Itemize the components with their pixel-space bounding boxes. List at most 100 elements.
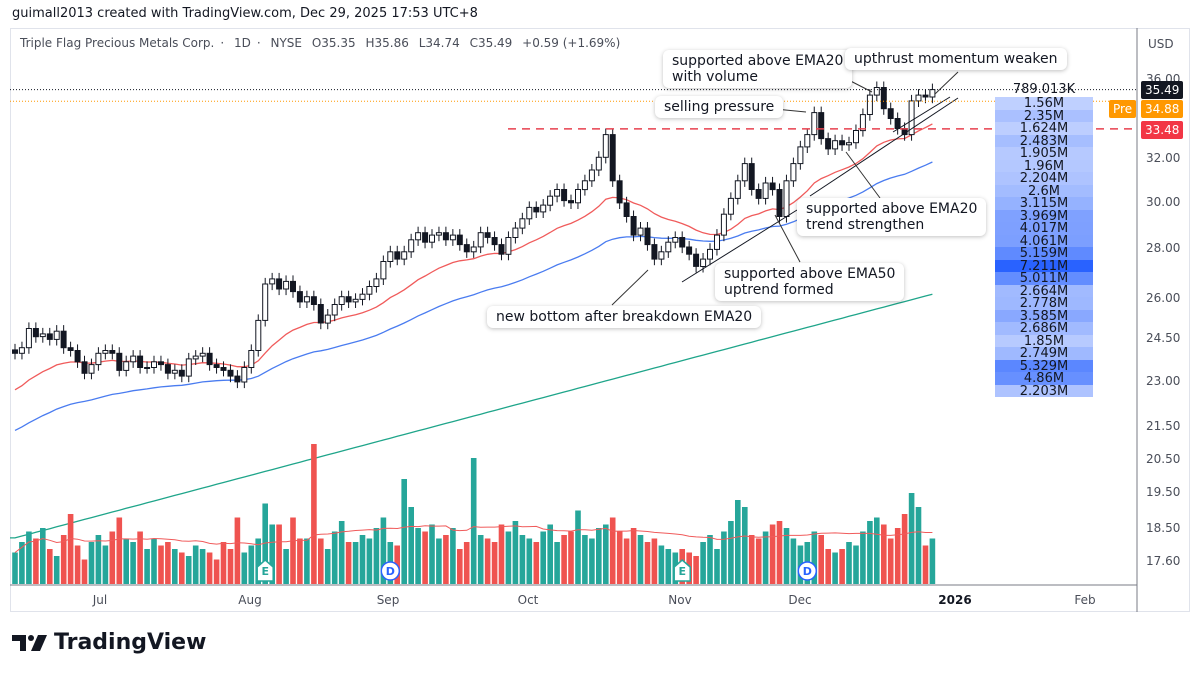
candle[interactable] [67, 341, 74, 357]
candle[interactable] [846, 136, 852, 151]
annotation-trend-strengthen[interactable]: supported above EMA20 trend strengthen [797, 198, 987, 236]
candle[interactable] [192, 350, 199, 365]
candle[interactable] [116, 347, 123, 377]
candle[interactable] [568, 194, 574, 209]
candle[interactable] [324, 309, 331, 330]
annotation-upthrust[interactable]: upthrust momentum weaken [845, 48, 1067, 70]
candle[interactable] [123, 355, 130, 377]
candle[interactable] [74, 344, 81, 368]
candle[interactable] [359, 288, 366, 306]
trendline-main[interactable] [809, 97, 959, 197]
candle[interactable] [484, 226, 491, 244]
candle[interactable] [658, 245, 665, 266]
candle[interactable] [32, 322, 39, 343]
candle[interactable] [637, 222, 644, 242]
candle[interactable] [762, 176, 769, 205]
candle[interactable] [825, 132, 832, 155]
candle[interactable] [422, 226, 429, 249]
candle[interactable] [679, 231, 686, 254]
candle[interactable] [741, 157, 748, 187]
candle[interactable] [908, 94, 915, 141]
candle[interactable] [540, 199, 547, 218]
candle[interactable] [39, 327, 46, 343]
trendline-lower[interactable] [681, 209, 798, 283]
annotation-uptrend-formed[interactable]: supported above EMA50 uptrend formed [715, 263, 905, 301]
candle[interactable] [491, 231, 498, 251]
candle[interactable] [449, 229, 456, 246]
candle[interactable] [206, 347, 213, 371]
candle[interactable] [303, 290, 310, 308]
candle[interactable] [623, 196, 630, 223]
candle[interactable] [727, 192, 734, 221]
candle[interactable] [859, 108, 866, 137]
candle[interactable] [88, 358, 95, 380]
candle[interactable] [533, 201, 540, 218]
candle[interactable] [811, 106, 818, 141]
candle[interactable] [644, 222, 651, 251]
candle[interactable] [470, 240, 477, 258]
candle[interactable] [366, 280, 373, 301]
candle[interactable] [818, 106, 825, 145]
candle[interactable] [672, 231, 679, 249]
candle[interactable] [526, 201, 533, 225]
candle[interactable] [241, 361, 248, 389]
candle[interactable] [262, 277, 269, 327]
candle[interactable] [352, 293, 359, 308]
candle[interactable] [498, 238, 505, 261]
candle[interactable] [178, 364, 185, 383]
candle[interactable] [790, 157, 797, 187]
candle[interactable] [595, 151, 602, 177]
candle[interactable] [776, 183, 783, 223]
candle[interactable] [171, 364, 178, 380]
candle[interactable] [415, 226, 422, 246]
candle[interactable] [81, 355, 88, 380]
candle[interactable] [164, 358, 171, 380]
candle[interactable] [199, 347, 206, 363]
annotation-with-volume[interactable]: supported above EMA20 with volume [663, 50, 853, 88]
currency-label[interactable]: USD [1148, 37, 1174, 51]
candle[interactable] [269, 272, 276, 291]
candle[interactable] [442, 226, 449, 246]
candle[interactable] [609, 128, 616, 187]
candle[interactable] [102, 344, 109, 360]
candle[interactable] [887, 102, 894, 125]
tradingview-logo[interactable]: TradingView [12, 630, 206, 655]
candle[interactable] [720, 208, 727, 242]
candle[interactable] [519, 212, 526, 235]
candle[interactable] [588, 164, 595, 187]
candle[interactable] [575, 183, 581, 210]
candle[interactable] [880, 81, 887, 115]
candle[interactable] [53, 325, 60, 346]
candle[interactable] [401, 245, 408, 266]
candle[interactable] [734, 174, 741, 205]
candle[interactable] [755, 183, 762, 205]
earnings-marker[interactable]: E [673, 559, 691, 582]
candle[interactable] [707, 243, 713, 266]
earnings-marker[interactable]: E [256, 559, 274, 582]
candle[interactable] [130, 350, 137, 368]
candle[interactable] [296, 285, 303, 308]
candle[interactable] [853, 124, 859, 149]
candle[interactable] [317, 298, 324, 330]
candle[interactable] [276, 272, 283, 296]
candle[interactable] [25, 322, 32, 354]
dividend-marker[interactable]: D [380, 561, 401, 581]
candle[interactable] [651, 238, 658, 266]
candle[interactable] [387, 245, 394, 268]
candle[interactable] [554, 183, 561, 203]
candle[interactable] [213, 358, 220, 374]
candle[interactable] [714, 229, 720, 256]
candle[interactable] [310, 290, 317, 311]
candle[interactable] [109, 344, 116, 360]
candle[interactable] [46, 327, 53, 346]
candle[interactable] [581, 174, 588, 196]
candle[interactable] [866, 89, 873, 121]
candle[interactable] [331, 298, 338, 322]
candle[interactable] [345, 290, 352, 308]
candle[interactable] [435, 226, 442, 242]
candle[interactable] [477, 226, 484, 254]
candle[interactable] [832, 134, 839, 155]
candle[interactable] [144, 361, 151, 374]
candle[interactable] [630, 210, 637, 242]
